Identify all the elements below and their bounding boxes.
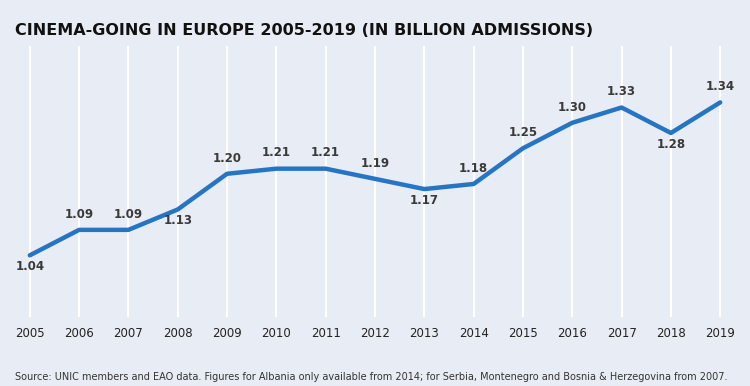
Text: 1.34: 1.34 <box>706 80 735 93</box>
Text: 1.28: 1.28 <box>656 138 686 151</box>
Text: 1.25: 1.25 <box>509 126 538 139</box>
Text: 1.19: 1.19 <box>361 157 389 170</box>
Text: 1.09: 1.09 <box>64 208 94 221</box>
Text: Source: UNIC members and EAO data. Figures for Albania only available from 2014;: Source: UNIC members and EAO data. Figur… <box>15 372 728 382</box>
Text: 1.30: 1.30 <box>558 101 586 113</box>
Text: 1.09: 1.09 <box>114 208 143 221</box>
Text: 1.21: 1.21 <box>262 147 291 159</box>
Text: 1.13: 1.13 <box>164 214 192 227</box>
Text: 1.20: 1.20 <box>212 152 242 164</box>
Text: CINEMA-GOING IN EUROPE 2005-2019 (IN BILLION ADMISSIONS): CINEMA-GOING IN EUROPE 2005-2019 (IN BIL… <box>15 23 593 38</box>
Text: 1.33: 1.33 <box>607 85 636 98</box>
Text: 1.17: 1.17 <box>410 194 439 207</box>
Text: 1.21: 1.21 <box>311 147 340 159</box>
Text: 1.04: 1.04 <box>15 260 44 273</box>
Text: 1.18: 1.18 <box>459 162 488 175</box>
